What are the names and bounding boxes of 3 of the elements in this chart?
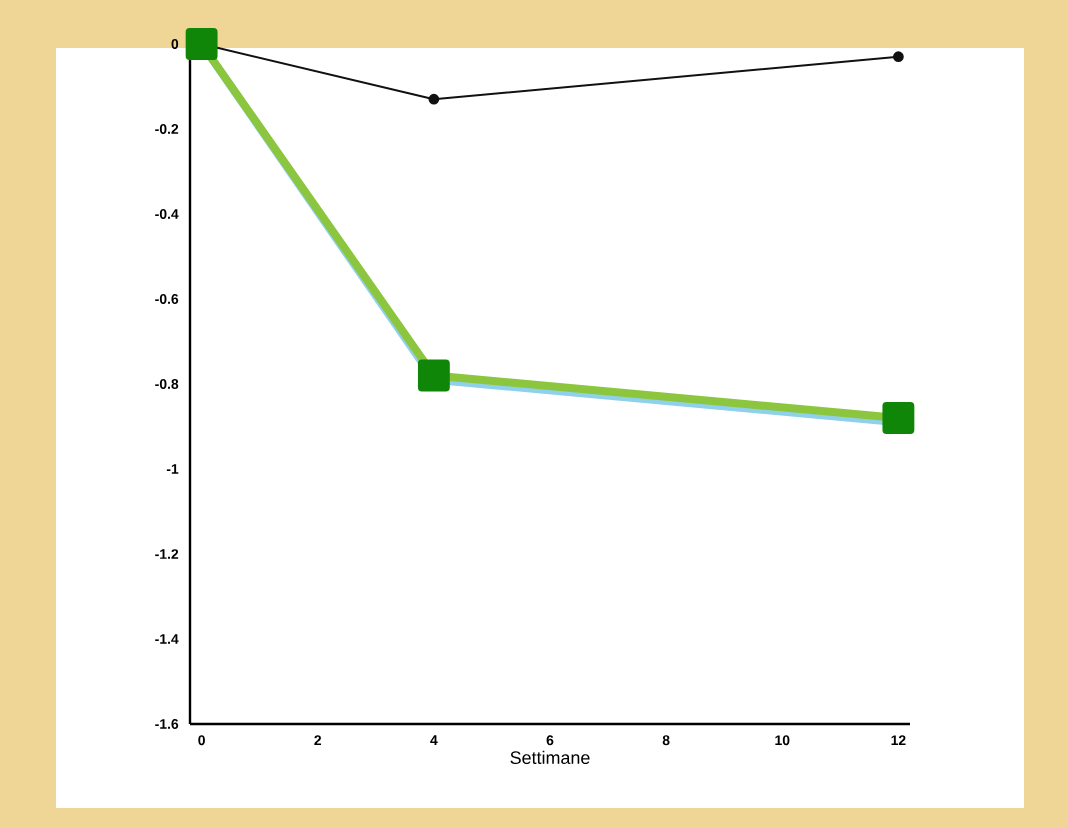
point: [893, 51, 904, 63]
point: [428, 93, 440, 105]
x-axis-title: Settimane: [510, 750, 590, 765]
